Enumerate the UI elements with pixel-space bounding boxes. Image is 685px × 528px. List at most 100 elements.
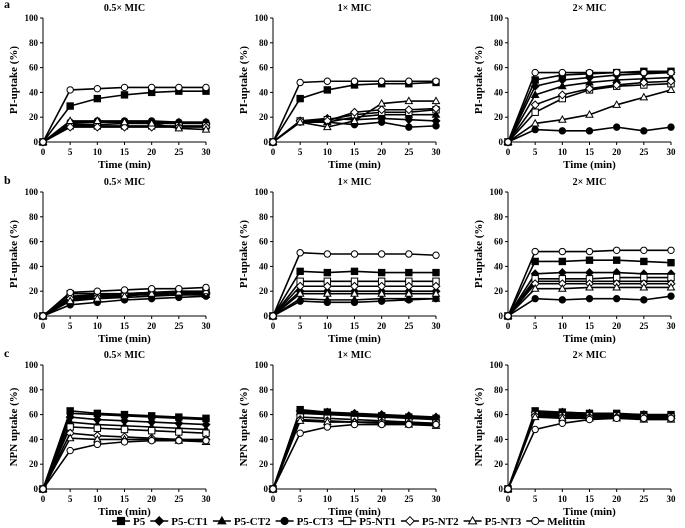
x-axis-label: Time (min): [563, 159, 616, 171]
data-point-melittin-t30: [667, 414, 675, 423]
data-point-melittin-t20: [612, 68, 621, 77]
data-point-melittin-t15: [350, 250, 359, 258]
data-point-p5-ct3-t15: [350, 298, 359, 307]
data-point-p5-ct3-t20: [377, 297, 386, 305]
panel-title: 0.5× MIC: [104, 3, 145, 14]
x-tick-label: 10: [93, 494, 103, 504]
y-tick-label: 100: [490, 13, 504, 23]
data-point-p5-ct3-t20: [612, 294, 621, 303]
y-tick-label: 80: [259, 38, 269, 48]
data-point-p5-nt1-t20: [147, 427, 156, 435]
data-point-p5-nt3-t30: [666, 282, 676, 291]
data-point-melittin-t30: [667, 246, 675, 254]
data-point-p5-t10: [323, 86, 332, 94]
legend-marker-melittin: [531, 516, 540, 526]
x-tick-label: 10: [323, 321, 333, 331]
y-tick-label: 0: [264, 484, 269, 494]
legend-item-p5-ct2: P5-CT2: [212, 515, 271, 528]
data-point-p5-nt3-t25: [404, 288, 414, 297]
data-point-p5-ct3-t30: [667, 123, 675, 131]
y-tick-label: 60: [494, 237, 504, 247]
y-tick-label: 20: [494, 286, 504, 296]
data-point-melittin-t10: [558, 247, 567, 256]
data-point-p5-nt2-t15: [584, 84, 595, 94]
panel-a2: 1× MIC 0 20 40 60 80 100 0 5 10 15 20 25 30 Time (min)…: [238, 3, 441, 171]
x-tick-label: 15: [350, 147, 360, 157]
x-tick-label: 5: [68, 494, 73, 504]
data-point-p5-ct3-t30: [202, 415, 210, 424]
data-point-p5-nt3-t15: [585, 110, 594, 118]
y-axis-label: PI-uptake (%): [473, 220, 485, 288]
x-tick-label: 5: [68, 147, 73, 157]
series-p5-nt3: [503, 85, 676, 146]
data-point-p5-ct3-t15: [585, 294, 594, 303]
data-point-p5-nt3-t15: [120, 291, 129, 300]
x-tick-label: 10: [558, 494, 568, 504]
data-point-p5-t15: [350, 267, 359, 276]
data-point-melittin-t30: [667, 68, 675, 77]
data-point-melittin-t25: [640, 246, 648, 254]
y-tick-label: 60: [494, 410, 504, 420]
data-point-p5-ct3-t25: [640, 296, 648, 304]
data-point-melittin-t20: [147, 436, 156, 445]
data-point-melittin-t5: [296, 429, 304, 437]
y-axis-label: NPN uptake (%): [473, 387, 485, 466]
data-point-p5-nt3-t5: [65, 116, 75, 124]
x-tick-label: 15: [120, 494, 130, 504]
legend-marker-p5-nt1: [343, 516, 352, 526]
legend-label: Melittin: [547, 516, 585, 528]
data-point-melittin-t15: [585, 415, 594, 424]
data-point-melittin-t0: [504, 138, 512, 146]
data-point-melittin-t10: [323, 77, 332, 85]
data-point-p5-nt3-t30: [431, 96, 441, 105]
panel-title: 2× MIC: [573, 350, 607, 361]
series-p5-ct3: [504, 292, 675, 320]
x-tick-label: 10: [558, 147, 568, 157]
data-point-p5-nt3-t5: [65, 296, 75, 305]
x-tick-label: 5: [298, 321, 303, 331]
y-tick-label: 40: [29, 261, 39, 271]
data-point-p5-nt2-t10: [557, 90, 567, 100]
data-point-p5-t15: [585, 256, 594, 264]
data-point-p5-ct2-t30: [431, 110, 441, 118]
data-point-p5-t25: [640, 257, 648, 266]
data-point-melittin-t25: [175, 436, 183, 445]
data-point-melittin-t25: [175, 285, 183, 293]
row-label-b: b: [4, 173, 11, 187]
data-point-melittin-t25: [405, 250, 413, 258]
y-tick-label: 60: [259, 63, 269, 73]
y-tick-label: 40: [259, 87, 269, 97]
data-point-p5-ct3-t25: [405, 296, 413, 304]
x-tick-label: 5: [298, 147, 303, 157]
x-tick-label: 25: [639, 147, 649, 157]
x-tick-label: 10: [558, 321, 568, 331]
y-tick-label: 0: [34, 311, 39, 321]
data-point-p5-nt3-t30: [666, 85, 676, 93]
data-point-p5-ct3-t25: [175, 414, 183, 423]
data-point-melittin-t25: [405, 77, 413, 85]
data-point-melittin-t5: [66, 446, 74, 455]
x-axis-label: Time (min): [98, 159, 151, 171]
x-tick-label: 15: [120, 147, 130, 157]
panel-c3: 2× MIC 0 20 40 60 80 100 0 5 10 15 20 25 30 Time (min)…: [473, 350, 676, 518]
data-point-p5-t5: [531, 257, 539, 266]
data-point-p5-nt3-t20: [147, 288, 157, 297]
y-tick-label: 100: [25, 13, 39, 23]
x-tick-label: 30: [202, 321, 212, 331]
y-tick-label: 40: [259, 434, 269, 444]
data-point-p5-ct3-t5: [66, 409, 74, 418]
data-point-p5-ct3-t10: [558, 127, 567, 135]
data-point-p5-nt3-t5: [65, 433, 75, 442]
data-point-p5-ct3-t5: [531, 294, 539, 303]
y-tick-label: 100: [25, 360, 39, 370]
data-point-p5-ct3-t10: [323, 298, 332, 307]
data-point-melittin-t25: [405, 420, 413, 429]
x-tick-label: 25: [174, 147, 184, 157]
x-tick-label: 0: [506, 147, 511, 157]
data-point-p5-nt2-t5: [65, 122, 75, 132]
series-melittin: [269, 249, 440, 320]
x-tick-label: 10: [323, 147, 333, 157]
y-tick-label: 80: [494, 385, 504, 395]
series-melittin: [504, 414, 675, 493]
data-point-melittin-t20: [377, 420, 386, 429]
